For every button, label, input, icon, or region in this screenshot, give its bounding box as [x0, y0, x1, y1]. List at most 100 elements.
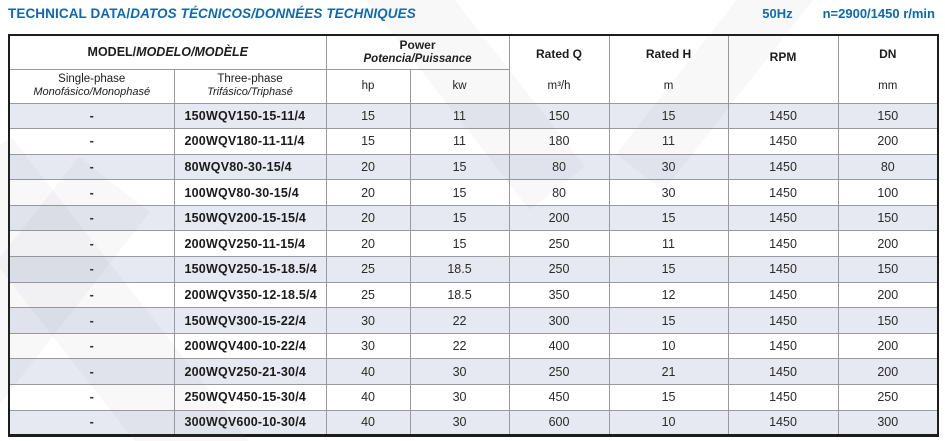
cell-rated-q: 150 — [508, 102, 610, 130]
cell-single-phase: - — [8, 153, 175, 181]
header-hp: hp — [325, 68, 411, 104]
cell-single-phase: - — [8, 102, 175, 130]
cell-model: 250WQV450-15-30/4 — [173, 384, 327, 411]
cell-rpm: 1450 — [727, 153, 839, 181]
cell-dn: 80 — [837, 153, 939, 181]
cell-model: 200WQV180-11-11/4 — [173, 128, 327, 155]
cell-rated-h: 15 — [608, 204, 729, 232]
cell-hp: 15 — [325, 128, 411, 155]
cell-rated-q: 350 — [508, 281, 610, 309]
cell-rated-q: 250 — [508, 256, 610, 283]
cell-hp: 40 — [325, 384, 411, 411]
title-bar: TECHNICAL DATA/DATOS TÉCNICOS/DONNÉES TE… — [0, 0, 945, 32]
cell-rpm: 1450 — [727, 307, 839, 334]
header-rated-h: Rated H m — [608, 34, 729, 104]
cell-rated-q: 400 — [508, 332, 610, 360]
cell-rpm: 1450 — [727, 409, 839, 437]
header-three-phase-en: Three-phase — [217, 73, 283, 85]
cell-single-phase: - — [8, 204, 175, 232]
cell-model: 100WQV80-30-15/4 — [173, 179, 327, 206]
cell-rated-q: 250 — [508, 230, 610, 258]
cell-hp: 30 — [325, 332, 411, 360]
cell-model: 150WQV250-15-18.5/4 — [173, 256, 327, 283]
table-row: - 200WQV180-11-11/4 15 11 180 11 1450 20… — [8, 128, 939, 155]
page-title-en: TECHNICAL DATA/ — [8, 6, 131, 21]
header-rated-h-label: Rated H — [645, 46, 692, 61]
cell-kw: 18.5 — [409, 256, 510, 283]
cell-model: 150WQV200-15-15/4 — [173, 204, 327, 232]
header-power-intl: Potencia/Puissance — [363, 53, 472, 66]
header-three-phase: Three-phase Trifásico/Triphasé — [173, 68, 327, 104]
header-dn-unit: mm — [878, 80, 898, 92]
technical-data-table-wrapper: MODEL/MODELO/MODÈLE Power Potencia/Puiss… — [8, 34, 940, 438]
header-rpm-label: RPM — [769, 49, 797, 64]
cell-kw: 30 — [409, 358, 510, 386]
cell-single-phase: - — [8, 179, 175, 206]
cell-model: 300WQV600-10-30/4 — [173, 409, 327, 437]
cell-kw: 30 — [409, 409, 510, 437]
cell-rpm: 1450 — [727, 332, 839, 360]
table-row: - 250WQV450-15-30/4 40 30 450 15 1450 25… — [8, 384, 939, 411]
cell-dn: 150 — [837, 204, 939, 232]
cell-rated-h: 30 — [608, 179, 729, 206]
header-rated-q-label: Rated Q — [536, 46, 583, 61]
cell-rpm: 1450 — [727, 179, 839, 206]
table-row: - 200WQV400-10-22/4 30 22 400 10 1450 20… — [8, 332, 939, 360]
cell-hp: 20 — [325, 179, 411, 206]
cell-model: 80WQV80-30-15/4 — [173, 153, 327, 181]
cell-single-phase: - — [8, 384, 175, 411]
cell-dn: 200 — [837, 358, 939, 386]
cell-single-phase: - — [8, 230, 175, 258]
frequency-label: 50Hz — [762, 6, 793, 21]
header-kw: kw — [409, 68, 510, 104]
cell-single-phase: - — [8, 307, 175, 334]
header-dn-label: DN — [879, 46, 897, 61]
cell-kw: 15 — [409, 230, 510, 258]
cell-single-phase: - — [8, 281, 175, 309]
cell-hp: 20 — [325, 230, 411, 258]
table-body: - 150WQV150-15-11/4 15 11 150 15 1450 15… — [8, 102, 939, 437]
technical-data-table: MODEL/MODELO/MODÈLE Power Potencia/Puiss… — [8, 34, 940, 438]
cell-rated-q: 200 — [508, 204, 610, 232]
header-model-en: MODEL/ — [87, 45, 137, 60]
cell-model: 200WQV250-11-15/4 — [173, 230, 327, 258]
table-row: - 150WQV250-15-18.5/4 25 18.5 250 15 145… — [8, 256, 939, 283]
cell-single-phase: - — [8, 332, 175, 360]
cell-model: 150WQV300-15-22/4 — [173, 307, 327, 334]
header-rpm: RPM — [727, 34, 839, 104]
cell-hp: 40 — [325, 358, 411, 386]
cell-dn: 150 — [837, 256, 939, 283]
cell-rated-q: 80 — [508, 179, 610, 206]
cell-hp: 20 — [325, 204, 411, 232]
cell-model: 200WQV400-10-22/4 — [173, 332, 327, 360]
table-row: - 200WQV250-11-15/4 20 15 250 11 1450 20… — [8, 230, 939, 258]
cell-model: 200WQV350-12-18.5/4 — [173, 281, 327, 309]
table-row: - 80WQV80-30-15/4 20 15 80 30 1450 80 — [8, 153, 939, 181]
cell-dn: 150 — [837, 307, 939, 334]
cell-rated-q: 80 — [508, 153, 610, 181]
cell-rated-q: 250 — [508, 358, 610, 386]
page-title: TECHNICAL DATA/DATOS TÉCNICOS/DONNÉES TE… — [8, 6, 416, 21]
header-power: Power Potencia/Puissance — [325, 34, 510, 70]
header-model: MODEL/MODELO/MODÈLE — [8, 34, 327, 70]
header-single-phase-en: Single-phase — [58, 73, 126, 85]
cell-rpm: 1450 — [727, 204, 839, 232]
cell-dn: 100 — [837, 179, 939, 206]
header-model-intl: MODELO/MODÈLE — [136, 45, 248, 60]
cell-dn: 200 — [837, 230, 939, 258]
cell-dn: 300 — [837, 409, 939, 437]
cell-single-phase: - — [8, 409, 175, 437]
cell-rated-h: 30 — [608, 153, 729, 181]
cell-kw: 11 — [409, 102, 510, 130]
cell-rated-q: 180 — [508, 128, 610, 155]
cell-rated-h: 15 — [608, 307, 729, 334]
cell-kw: 15 — [409, 179, 510, 206]
cell-hp: 25 — [325, 281, 411, 309]
cell-kw: 22 — [409, 332, 510, 360]
table-row: - 150WQV300-15-22/4 30 22 300 15 1450 15… — [8, 307, 939, 334]
header-single-phase-intl: Monofásico/Monophasé — [33, 86, 151, 98]
cell-rated-h: 12 — [608, 281, 729, 309]
cell-rpm: 1450 — [727, 281, 839, 309]
cell-rated-h: 15 — [608, 102, 729, 130]
table-row: - 200WQV350-12-18.5/4 25 18.5 350 12 145… — [8, 281, 939, 309]
